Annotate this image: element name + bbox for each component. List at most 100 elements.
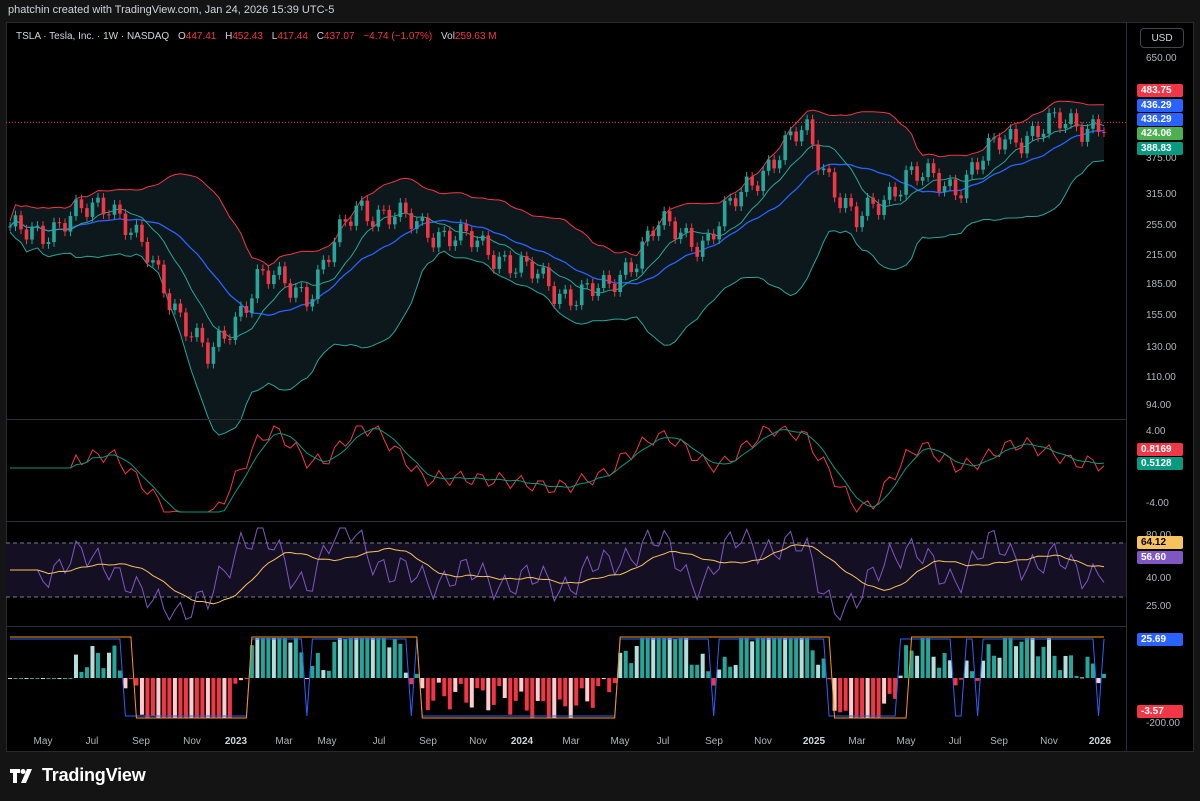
candle-body [409,213,414,229]
osc-histogram-bar [381,638,386,678]
osc-histogram-bar [563,678,568,707]
candle-body [898,194,903,197]
osc-histogram-bar [95,652,100,678]
osc-histogram-bar [266,638,271,678]
osc-histogram-bar [882,678,887,704]
candle-body [79,199,84,209]
rsi-tick: 80.00 [1146,530,1171,541]
candle-body [634,268,639,273]
candle-body [937,172,941,192]
osc-histogram-bar [667,638,672,678]
low-label: L [271,31,278,42]
candle-body [805,119,809,131]
osc-histogram-bar [992,655,997,678]
candle-body [74,199,78,217]
currency-button[interactable]: USD [1140,28,1184,48]
osc-histogram-bar [607,678,612,693]
osc-histogram-bar [849,678,854,718]
osc-histogram-bar [970,671,975,678]
candle-body [607,275,612,284]
candle-body [134,224,139,233]
candle-body [195,327,199,338]
candle-body [513,272,518,274]
candle-body [283,266,287,284]
candle-body [909,166,914,171]
time-axis-label: Mar [562,736,580,747]
osc-histogram-bar [425,678,430,711]
author-caption: phatchin created with TradingView.com, J… [8,4,335,16]
pane-divider-rsi[interactable] [6,521,1126,522]
osc-histogram-bar [475,678,480,689]
osc-histogram-bar [222,678,227,718]
osc-histogram-bar [497,678,502,686]
candle-body [706,233,710,241]
top-caption-bar: phatchin created with TradingView.com, J… [0,0,1200,22]
candle-body [288,283,293,298]
candle-body [376,209,381,227]
candle-body [816,144,820,171]
macd-line [10,425,1105,513]
osc-histogram-bar [981,660,986,678]
osc-histogram-bar [200,678,205,718]
ma-badge: 424.06 [1137,127,1183,140]
candle-body [530,261,535,279]
candle-body [794,131,798,142]
candle-body [1019,142,1024,154]
osc-tick: -200.00 [1146,718,1180,729]
osc-histogram-bar [211,678,216,718]
chart-canvas[interactable] [6,22,1126,752]
candle-body [1063,124,1068,129]
osc-histogram-bar [761,638,766,678]
osc-histogram-bar [51,678,56,679]
lower-band-line [9,160,1105,436]
time-axis-label: Sep [990,736,1008,747]
osc-histogram-bar [464,678,469,703]
candle-body [871,197,875,204]
osc-histogram-bar [178,678,183,718]
candle-body [502,255,507,257]
candle-body [156,260,161,265]
osc-histogram-bar [700,653,705,678]
osc-histogram-bar [557,678,562,700]
osc-histogram-bar [733,664,738,678]
osc-histogram-bar [645,638,650,678]
pane-divider-macd[interactable] [6,419,1126,420]
symbol-legend[interactable]: TSLA · Tesla, Inc. · 1W · NASDAQ O447.41… [16,31,497,42]
pane-divider-osc[interactable] [6,626,1126,627]
osc-histogram-bar [436,678,441,683]
osc-histogram-bar [601,678,606,680]
osc-histogram-bar [695,664,700,678]
last-price-badge: 436.29 [1137,99,1183,112]
candle-body [645,230,650,242]
candle-body [986,138,991,161]
price-tick: 315.00 [1146,189,1177,200]
candle-body [755,185,760,192]
candle-body [810,119,815,145]
candle-body [557,293,562,305]
close-label: C [316,31,324,42]
osc-signal-line [10,636,1104,719]
candle-body [975,162,980,170]
osc-histogram-bar [832,678,837,711]
candle-body [590,283,595,297]
osc-histogram-bar [508,678,513,715]
tradingview-icon [10,768,32,783]
price-tick: 130.00 [1146,342,1177,353]
osc-histogram-bar [750,641,755,678]
time-axis-label: Jul [372,736,386,747]
symbol-title[interactable]: TSLA · Tesla, Inc. · 1W · NASDAQ [16,31,170,42]
osc-histogram-bar [249,645,254,678]
time-axis-label: Mar [848,736,866,747]
osc-histogram-bar [68,678,73,679]
candle-body [96,197,100,203]
tradingview-logo[interactable]: TradingView [10,765,146,786]
candle-body [145,241,150,263]
candle-body [673,221,677,240]
candle-body [552,286,557,305]
osc-histogram-bar [513,678,518,701]
osc-histogram-bar [640,638,645,678]
candle-body [684,227,688,233]
osc-histogram-bar [431,678,436,701]
osc-histogram-bar [684,638,689,678]
osc-line-badge: 25.69 [1137,633,1183,646]
